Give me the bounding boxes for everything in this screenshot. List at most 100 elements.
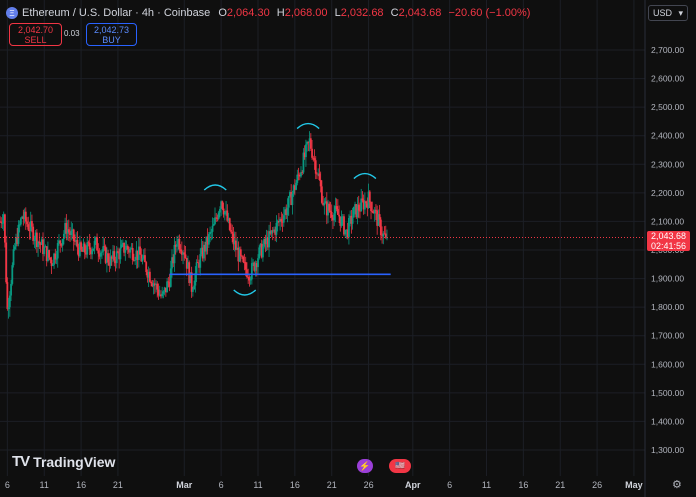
- candle-body: [378, 214, 381, 220]
- candle-body: [266, 237, 269, 248]
- symbol-title[interactable]: Ethereum / U.S. Dollar · 4h · Coinbase: [22, 7, 211, 19]
- sell-button[interactable]: 2,042.70 SELL: [9, 23, 62, 46]
- candle-body: [296, 174, 299, 183]
- candle-body: [153, 283, 156, 285]
- candle-body: [368, 191, 371, 203]
- candle-body: [227, 218, 230, 221]
- candle-body: [5, 242, 8, 283]
- x-tick-label: 16: [518, 480, 528, 490]
- candle-body: [216, 218, 219, 219]
- candle-body: [21, 216, 24, 219]
- candle-body: [145, 262, 148, 272]
- gear-icon[interactable]: ⚙: [672, 479, 682, 491]
- candle-body: [117, 251, 119, 253]
- candle-body: [298, 174, 301, 177]
- candle-body: [300, 172, 302, 177]
- currency-select[interactable]: USD ▾: [648, 5, 688, 21]
- candle-body: [109, 256, 112, 266]
- candle-body: [22, 216, 25, 220]
- candle-body: [56, 243, 59, 259]
- candle-body: [19, 218, 22, 225]
- time-axis[interactable]: 6 11 16 21 Mar 6 11 16 21 26 Apr 6 11 16 21 26 May: [5, 480, 643, 490]
- candle-body: [148, 271, 151, 282]
- candle-body: [93, 240, 96, 249]
- candle-body: [32, 226, 35, 242]
- tradingview-logo[interactable]: TV TradingView: [12, 453, 115, 470]
- candle-body: [277, 221, 280, 223]
- candle-body: [65, 223, 68, 234]
- candle-body: [379, 219, 382, 236]
- candle-body: [78, 242, 81, 257]
- candle-body: [135, 250, 138, 260]
- candle-body: [119, 247, 122, 260]
- candle-body: [96, 237, 98, 251]
- candle-body: [242, 256, 245, 263]
- candle-body: [302, 152, 305, 173]
- candle-body: [290, 192, 293, 205]
- candle-body: [204, 244, 207, 252]
- last-price-tag: 2,043.68 02:41:56: [647, 231, 690, 251]
- us-flag-event-icon[interactable]: 🇺🇸: [389, 459, 411, 473]
- candle-body: [90, 249, 92, 255]
- candle-body: [371, 211, 374, 212]
- event-marker-icon[interactable]: ⚡: [357, 459, 373, 473]
- candle-body: [38, 241, 41, 244]
- candle-body: [309, 138, 312, 149]
- candle-body: [225, 210, 227, 212]
- candle-body: [316, 173, 318, 175]
- candle-body: [270, 230, 273, 234]
- candle-body: [338, 214, 340, 217]
- candle-body: [209, 232, 211, 235]
- candle-body: [201, 247, 204, 259]
- candle-body: [268, 231, 270, 248]
- candle-body: [51, 264, 54, 267]
- candle-body: [15, 237, 17, 247]
- candle-body: [282, 215, 285, 223]
- candle-body: [70, 230, 73, 236]
- candle-body: [287, 196, 290, 208]
- y-tick-label: 2,700.00: [651, 45, 684, 55]
- buy-button[interactable]: 2,042.73 BUY: [86, 23, 137, 46]
- candle-body: [293, 185, 296, 190]
- candle-body: [50, 259, 53, 267]
- ohlc-values: O2,064.30 H2,068.00 L2,032.68 C2,043.68 …: [214, 7, 530, 19]
- candle-body: [155, 283, 157, 285]
- candle-body: [152, 283, 155, 287]
- candle-body: [103, 246, 106, 248]
- candle-body: [27, 224, 30, 230]
- x-tick-label: Apr: [405, 480, 421, 490]
- candle-body: [142, 255, 145, 259]
- candle-body: [190, 272, 193, 292]
- candle-body: [55, 258, 58, 260]
- candle-body: [253, 262, 256, 271]
- candle-body: [325, 201, 328, 216]
- candle-body: [320, 186, 323, 203]
- candle-body: [377, 214, 380, 226]
- candle-body: [285, 209, 288, 215]
- candle-body: [40, 239, 43, 245]
- candle-body: [161, 293, 164, 297]
- candle-body: [180, 251, 183, 255]
- candle-body: [365, 201, 368, 204]
- candle-body: [156, 283, 159, 290]
- candle-body: [349, 215, 352, 218]
- candle-body: [115, 251, 118, 264]
- last-price-value: 2,043.68: [650, 231, 687, 241]
- candle-body: [246, 269, 248, 277]
- candle-body: [292, 185, 295, 194]
- y-tick-label: 2,300.00: [651, 159, 684, 169]
- open-label: O: [218, 7, 227, 19]
- candle-body: [303, 152, 306, 158]
- candle-body: [313, 158, 316, 161]
- candle-body: [210, 231, 213, 233]
- candle-body: [136, 250, 139, 260]
- candle-body: [361, 198, 364, 201]
- candle-body: [34, 232, 37, 240]
- candle-body: [137, 246, 140, 260]
- candle-body: [47, 250, 49, 261]
- candle-body: [150, 281, 153, 284]
- candle-body: [340, 216, 343, 226]
- candle-body: [120, 244, 123, 248]
- candle-body: [23, 211, 26, 220]
